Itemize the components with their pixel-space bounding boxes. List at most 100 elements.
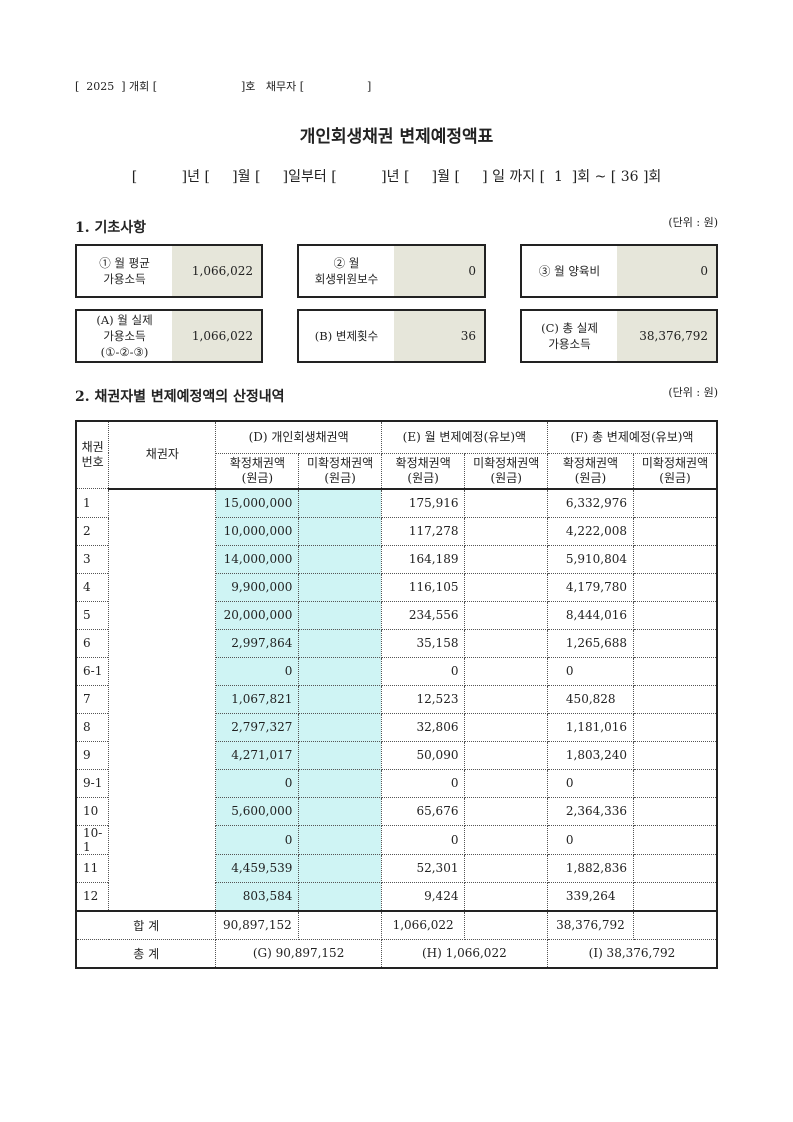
info-box: (C) 총 실제 가용소득 38,376,792 xyxy=(520,309,718,363)
d-confirmed: 1,067,821 xyxy=(215,684,300,714)
d-unconfirmed xyxy=(298,656,382,686)
f-unconfirmed xyxy=(633,600,718,630)
e-confirmed: 32,806 xyxy=(380,712,466,742)
header-creditor-no: 채권 번호 xyxy=(75,420,110,489)
creditor-no: 11 xyxy=(75,853,110,883)
table-row: 1 15,000,000 175,916 6,332,976 xyxy=(75,488,718,911)
d-unconfirmed xyxy=(298,684,382,714)
f-confirmed: 0 xyxy=(546,824,635,855)
info-box-label: ② 월 회생위원보수 xyxy=(299,246,394,296)
total-row: 총 계 (G) 90,897,152 (H) 1,066,022 (I) 38,… xyxy=(75,938,718,968)
e-unconfirmed xyxy=(464,572,548,602)
f-confirmed: 1,181,016 xyxy=(546,712,635,742)
info-box-label: (C) 총 실제 가용소득 xyxy=(522,311,617,361)
creditor-no: 1 xyxy=(75,488,110,518)
creditor-no: 9-1 xyxy=(75,768,110,798)
sum-d: 90,897,152 xyxy=(215,909,300,940)
repayment-table: 채권 번호 채권자 (D) 개인회생채권액 (E) 월 변제예정(유보)액 (F… xyxy=(75,420,718,969)
d-confirmed: 803,584 xyxy=(215,881,300,911)
e-confirmed: 164,189 xyxy=(380,544,466,574)
f-unconfirmed xyxy=(633,768,718,798)
header-creditor: 채권자 xyxy=(108,420,217,490)
e-unconfirmed xyxy=(464,768,548,798)
info-box-label: (B) 변제횟수 xyxy=(299,311,394,361)
period-line: [ ]년 [ ]월 [ ]일부터 [ ]년 [ ]월 [ ] 일 까지 [ 1 … xyxy=(131,169,662,185)
creditor-no: 12 xyxy=(75,881,110,911)
e-confirmed: 12,523 xyxy=(380,684,466,714)
table-row: 2 10,000,000 117,278 4,222,008 xyxy=(75,516,718,546)
d-unconfirmed xyxy=(298,544,382,574)
header-confirmed: 확정채권액 (원금) xyxy=(546,452,635,490)
e-unconfirmed xyxy=(464,600,548,630)
table-row: 4 9,900,000 116,105 4,179,780 xyxy=(75,572,718,602)
info-box-label: (A) 월 실제 가용소득 (①-②-③) xyxy=(77,311,172,361)
e-unconfirmed xyxy=(464,712,548,742)
e-confirmed: 117,278 xyxy=(380,516,466,546)
table-row: 7 1,067,821 12,523 450,828 xyxy=(75,684,718,714)
d-confirmed: 5,600,000 xyxy=(215,796,300,826)
f-unconfirmed xyxy=(633,796,718,826)
sum-e: 1,066,022 xyxy=(380,909,466,940)
e-confirmed: 65,676 xyxy=(380,796,466,826)
table-row: 6 2,997,864 35,158 1,265,688 xyxy=(75,628,718,658)
f-unconfirmed xyxy=(633,740,718,770)
f-unconfirmed xyxy=(633,824,718,855)
f-unconfirmed xyxy=(633,881,718,911)
header-d: (D) 개인회생채권액 xyxy=(215,420,382,454)
header-confirmed: 확정채권액 (원금) xyxy=(380,452,466,490)
info-box: (A) 월 실제 가용소득 (①-②-③) 1,066,022 xyxy=(75,309,263,363)
e-confirmed: 50,090 xyxy=(380,740,466,770)
d-confirmed: 0 xyxy=(215,768,300,798)
d-unconfirmed xyxy=(298,853,382,883)
sum-f-unconfirmed xyxy=(633,909,718,940)
e-confirmed: 0 xyxy=(380,656,466,686)
e-confirmed: 35,158 xyxy=(380,628,466,658)
f-confirmed: 1,265,688 xyxy=(546,628,635,658)
info-box: ① 월 평균 가용소득 1,066,022 xyxy=(75,244,263,298)
info-box-value: 1,066,022 xyxy=(172,311,261,361)
e-confirmed: 9,424 xyxy=(380,881,466,911)
e-unconfirmed xyxy=(464,656,548,686)
f-confirmed: 8,444,016 xyxy=(546,600,635,630)
table-row: 11 4,459,539 52,301 1,882,836 xyxy=(75,853,718,883)
table-row: 5 20,000,000 234,556 8,444,016 xyxy=(75,600,718,630)
sum-d-unconfirmed xyxy=(298,909,382,940)
table-row: 10-1 0 0 0 xyxy=(75,824,718,855)
d-confirmed: 14,000,000 xyxy=(215,544,300,574)
e-unconfirmed xyxy=(464,853,548,883)
e-unconfirmed xyxy=(464,488,548,518)
f-confirmed: 1,803,240 xyxy=(546,740,635,770)
creditor-no: 5 xyxy=(75,600,110,630)
d-confirmed: 2,997,864 xyxy=(215,628,300,658)
table-row: 12 803,584 9,424 339,264 xyxy=(75,881,718,911)
section1-title: 1. 기초사항 xyxy=(75,220,147,236)
info-box-label: ③ 월 양육비 xyxy=(522,246,617,296)
page-title: 개인회생채권 변제예정액표 xyxy=(299,127,494,147)
f-confirmed: 450,828 xyxy=(546,684,635,714)
f-unconfirmed xyxy=(633,628,718,658)
d-confirmed: 10,000,000 xyxy=(215,516,300,546)
d-unconfirmed xyxy=(298,824,382,855)
info-box-value: 36 xyxy=(394,311,484,361)
d-confirmed: 0 xyxy=(215,656,300,686)
e-confirmed: 175,916 xyxy=(380,488,466,518)
creditor-no: 6 xyxy=(75,628,110,658)
f-unconfirmed xyxy=(633,853,718,883)
info-box-value: 1,066,022 xyxy=(172,246,261,296)
d-unconfirmed xyxy=(298,768,382,798)
info-box: (B) 변제횟수 36 xyxy=(297,309,486,363)
d-confirmed: 15,000,000 xyxy=(215,488,300,518)
section2-title: 2. 채권자별 변제예정액의 산정내역 xyxy=(75,389,285,405)
e-unconfirmed xyxy=(464,740,548,770)
section2-unit: (단위 : 원) xyxy=(668,386,718,399)
f-confirmed: 0 xyxy=(546,656,635,686)
header-e: (E) 월 변제예정(유보)액 xyxy=(380,420,548,454)
creditor-no: 9 xyxy=(75,740,110,770)
f-unconfirmed xyxy=(633,572,718,602)
d-unconfirmed xyxy=(298,516,382,546)
f-unconfirmed xyxy=(633,712,718,742)
header-unconfirmed: 미확정채권액 (원금) xyxy=(633,452,718,490)
info-box: ③ 월 양육비 0 xyxy=(520,244,718,298)
f-confirmed: 6,332,976 xyxy=(546,488,635,518)
